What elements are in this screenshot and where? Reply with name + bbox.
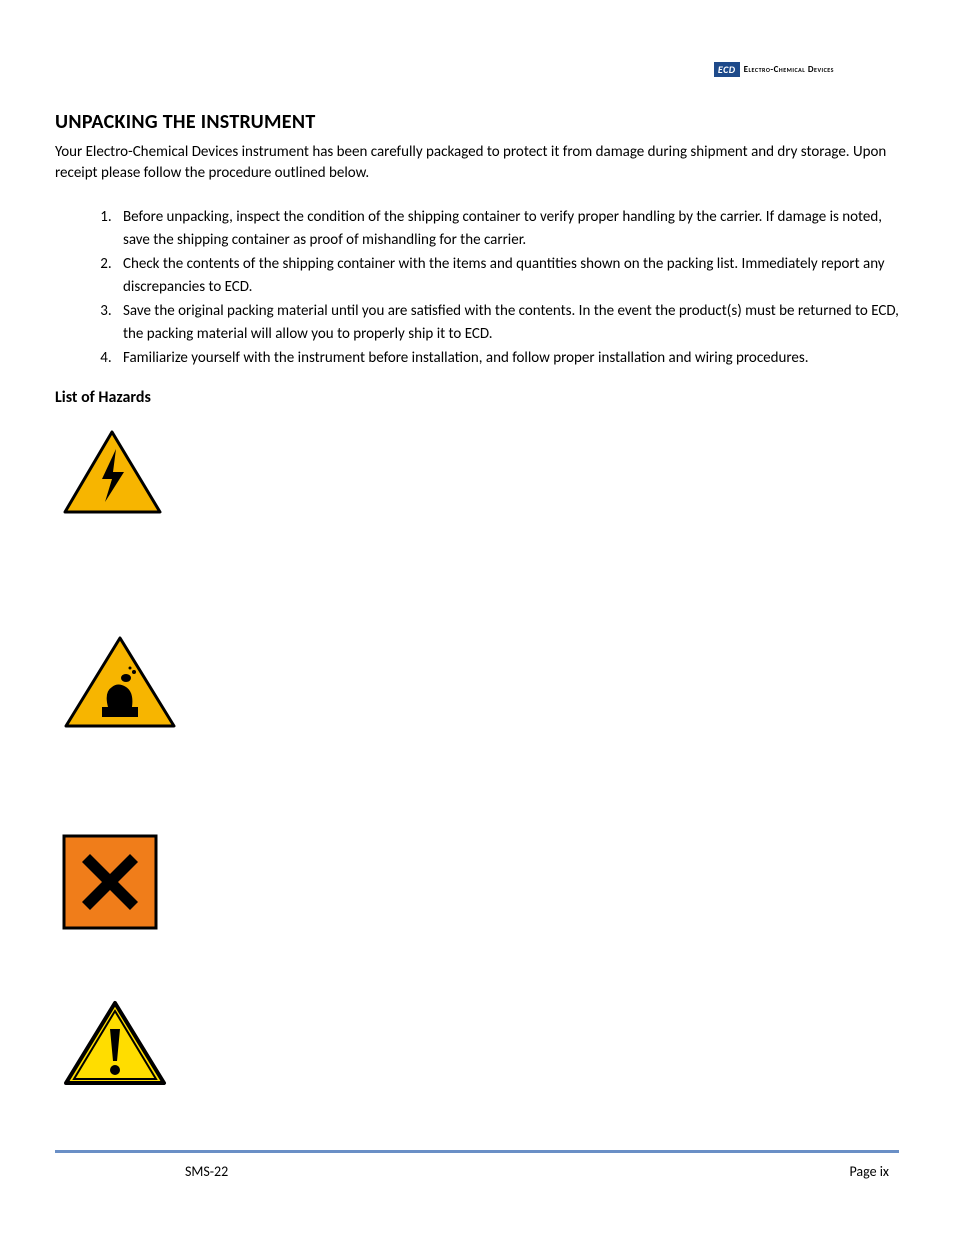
page-title: UNPACKING THE INSTRUMENT bbox=[55, 110, 899, 134]
corrosive-hazard-icon bbox=[60, 632, 899, 737]
electrical-hazard-icon bbox=[60, 427, 899, 522]
step-item: Before unpacking, inspect the condition … bbox=[115, 206, 899, 251]
company-logo: ECD Electro-Chemical Devices bbox=[714, 62, 834, 77]
page-footer: SMS-22 Page ix bbox=[55, 1150, 899, 1180]
logo-company: Electro-Chemical Devices bbox=[744, 64, 834, 75]
steps-list: Before unpacking, inspect the condition … bbox=[115, 206, 899, 370]
general-warning-icon bbox=[60, 997, 899, 1097]
harmful-hazard-icon bbox=[60, 832, 899, 937]
subheading: List of Hazards bbox=[55, 388, 899, 407]
step-item: Save the original packing material until… bbox=[115, 300, 899, 345]
step-item: Familiarize yourself with the instrument… bbox=[115, 347, 899, 370]
document-body: UNPACKING THE INSTRUMENT Your Electro-Ch… bbox=[55, 110, 899, 1097]
logo-brand: ECD bbox=[714, 62, 740, 77]
footer-right: Page ix bbox=[849, 1163, 889, 1180]
step-item: Check the contents of the shipping conta… bbox=[115, 253, 899, 298]
footer-left: SMS-22 bbox=[185, 1163, 228, 1180]
footer-divider bbox=[55, 1150, 899, 1153]
intro-paragraph: Your Electro-Chemical Devices instrument… bbox=[55, 142, 899, 184]
